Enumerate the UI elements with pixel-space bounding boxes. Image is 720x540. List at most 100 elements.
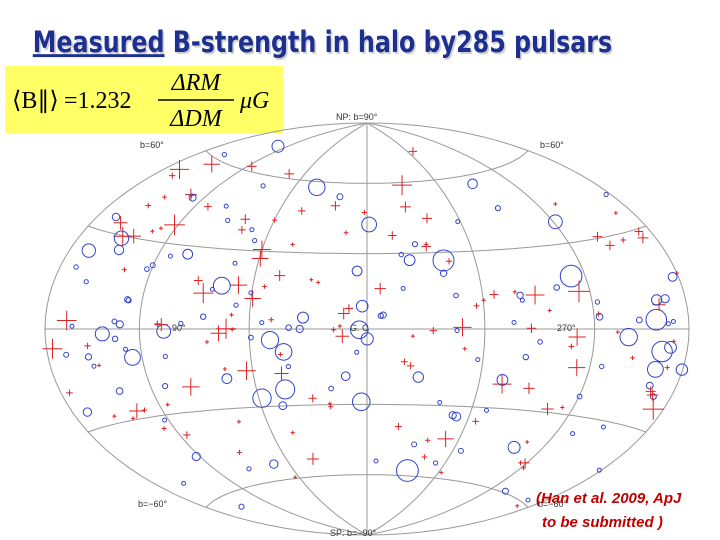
title: Measured B-strength in halo by285 pulsar… xyxy=(33,26,614,62)
formula-unit: μG xyxy=(239,88,269,114)
rm-positive xyxy=(210,325,227,342)
rm-negative xyxy=(651,340,673,363)
rm-negative xyxy=(285,363,291,370)
rm-negative xyxy=(149,262,156,269)
rm-positive xyxy=(421,454,428,460)
title-rest: B-strength in halo by xyxy=(174,28,457,62)
rm-negative xyxy=(269,459,279,469)
rm-positive xyxy=(274,366,289,381)
rm-positive xyxy=(169,159,190,180)
title-count: 285 pulsars xyxy=(456,26,612,60)
rm-negative xyxy=(350,320,369,340)
rm-negative xyxy=(553,284,561,291)
rm-negative xyxy=(84,353,93,361)
rm-positive xyxy=(204,339,210,345)
rm-positive xyxy=(620,237,626,243)
rm-negative xyxy=(501,487,509,495)
rm-negative xyxy=(111,318,118,325)
map-label: NP: b=90° xyxy=(336,112,378,122)
rm-positive xyxy=(189,193,194,198)
rm-negative xyxy=(111,335,119,342)
rm-positive xyxy=(634,227,643,236)
rm-negative xyxy=(352,392,371,412)
rm-negative xyxy=(600,424,606,430)
rm-positive xyxy=(150,229,155,234)
rm-positive xyxy=(630,355,635,361)
rm-negative xyxy=(351,265,363,277)
rm-negative xyxy=(63,351,70,358)
rm-positive xyxy=(568,343,575,350)
rm-negative xyxy=(125,297,132,304)
rm-positive xyxy=(203,156,221,173)
rm-negative xyxy=(455,219,461,225)
rm-negative xyxy=(651,294,663,306)
rm-negative xyxy=(516,291,524,299)
rm-positive xyxy=(361,209,367,216)
rm-negative xyxy=(221,151,228,158)
parallel xyxy=(87,225,647,255)
rm-positive xyxy=(131,416,136,421)
title-emphasis: Measured xyxy=(33,26,165,60)
rm-negative xyxy=(650,393,657,401)
rm-negative xyxy=(507,440,521,454)
rm-negative xyxy=(162,353,168,359)
rm-positive xyxy=(613,210,618,215)
map-label: 90° xyxy=(172,323,186,333)
rm-positive xyxy=(392,175,412,196)
rm-positive xyxy=(253,240,271,259)
citation: to be submitted ) xyxy=(542,514,663,531)
rm-negative xyxy=(81,243,97,258)
rm-negative xyxy=(115,387,124,395)
rm-positive xyxy=(113,215,128,230)
rm-positive xyxy=(328,404,334,410)
map-label: G. C xyxy=(350,323,369,333)
rm-negative xyxy=(595,313,604,321)
rm-positive xyxy=(308,394,317,403)
rm-positive xyxy=(161,426,167,431)
rm-negative xyxy=(599,363,605,370)
rm-positive xyxy=(129,403,145,419)
rm-positive xyxy=(642,398,664,420)
rm-negative xyxy=(328,385,335,392)
rm-positive xyxy=(525,439,530,444)
rm-positive xyxy=(182,378,200,396)
rm-negative xyxy=(200,313,207,320)
rm-negative xyxy=(403,254,416,267)
rm-negative xyxy=(570,431,576,437)
rm-negative xyxy=(249,227,255,233)
rm-negative xyxy=(259,320,265,326)
rm-negative xyxy=(411,241,419,248)
rm-negative xyxy=(412,371,424,383)
rm-negative xyxy=(144,266,150,272)
title-text: Measured B-strength in halo by285 pulsar… xyxy=(33,26,612,60)
rm-positive xyxy=(262,284,267,289)
rm-negative xyxy=(260,331,280,350)
rm-negative xyxy=(191,451,201,462)
rm-positive xyxy=(204,202,212,211)
rm-negative xyxy=(162,383,169,390)
rm-negative xyxy=(484,407,489,413)
parallel xyxy=(205,150,529,184)
rm-negative xyxy=(635,316,643,324)
rm-positive xyxy=(229,312,234,317)
rm-positive xyxy=(592,231,603,242)
rm-negative xyxy=(467,178,478,190)
rm-positive xyxy=(515,503,520,508)
rm-positive xyxy=(541,402,554,416)
rm-positive xyxy=(141,407,148,413)
rm-positive xyxy=(473,302,480,309)
rm-positive xyxy=(671,339,676,344)
rm-negative xyxy=(494,205,501,212)
rm-negative xyxy=(457,447,464,454)
rm-negative xyxy=(295,324,304,334)
rm-positive xyxy=(284,169,294,179)
rm-positive xyxy=(158,226,163,231)
rm-positive xyxy=(330,327,337,333)
rm-negative xyxy=(670,319,676,324)
rm-negative xyxy=(340,371,351,382)
title-rest: B-strength in halo by xyxy=(173,26,456,60)
rm-negative xyxy=(123,346,128,352)
rm-negative xyxy=(400,286,406,291)
rm-positive xyxy=(568,328,586,346)
rm-negative xyxy=(308,178,326,197)
